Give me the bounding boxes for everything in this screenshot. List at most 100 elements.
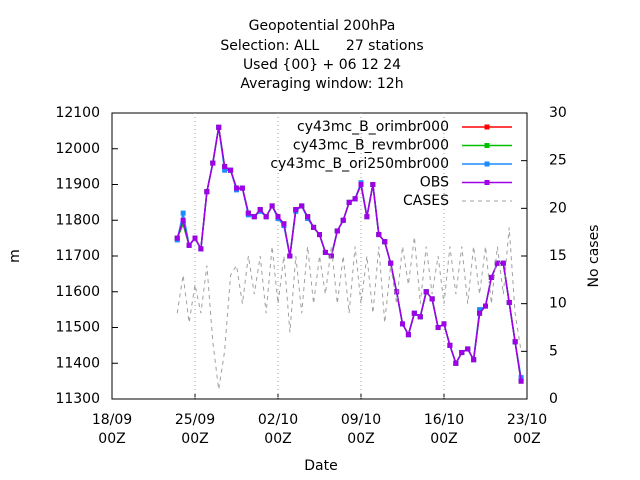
y2-tick-label: 25	[549, 153, 567, 169]
series-marker	[334, 228, 340, 234]
series-marker	[405, 332, 411, 338]
series-marker	[180, 217, 186, 223]
series-marker	[358, 182, 364, 187]
x-tick-label: 02/10 00Z	[258, 412, 298, 447]
y-axis-label: m	[7, 249, 23, 263]
y2-tick-label: 0	[549, 391, 558, 407]
series-marker	[198, 246, 204, 252]
title-line: Averaging window: 12h	[240, 76, 403, 92]
series-marker	[174, 235, 180, 241]
series-marker	[518, 378, 524, 384]
x-tick-label-line: 18/09	[92, 412, 132, 428]
series-marker	[346, 199, 352, 205]
y2-tick-label: 15	[549, 248, 567, 264]
x-tick-label-line: 00Z	[513, 431, 540, 447]
y-tick-label: 11900	[55, 177, 100, 193]
legend-marker	[484, 124, 490, 130]
series-marker	[186, 242, 192, 248]
series-marker	[453, 360, 459, 366]
series-marker	[180, 210, 186, 216]
series-marker	[411, 310, 417, 316]
series-marker	[328, 253, 334, 259]
y-tick-label: 11800	[55, 212, 100, 228]
series-marker	[192, 235, 198, 241]
y-tick-label: 12100	[55, 105, 100, 121]
x-tick-label-line: 00Z	[347, 431, 374, 447]
legend-marker	[484, 161, 490, 167]
series-marker	[506, 299, 512, 305]
legend-label: cy43mc_B_orimbr000	[297, 119, 449, 135]
series-marker	[494, 260, 500, 266]
series-marker	[281, 221, 287, 227]
series-marker	[352, 196, 358, 202]
y-tick-label: 11600	[55, 284, 100, 300]
series-marker	[210, 160, 216, 166]
series-marker	[477, 307, 483, 313]
y-tick-label: 11400	[55, 355, 100, 371]
series-marker	[263, 214, 269, 220]
legend-label: cy43mc_B_ori250mbr000	[270, 156, 449, 172]
y2-axis-label: No cases	[586, 225, 602, 288]
legend-marker	[484, 180, 490, 185]
series-marker	[234, 185, 239, 191]
series-marker	[376, 232, 382, 238]
x-tick-label-line: 00Z	[430, 431, 457, 447]
legend-label: cy43mc_B_revmbr000	[293, 138, 449, 154]
series-marker	[417, 314, 423, 320]
series-marker	[311, 224, 317, 230]
series-marker	[222, 164, 228, 170]
series-marker	[269, 203, 275, 209]
series-marker	[388, 260, 394, 266]
x-tick-label: 25/09 00Z	[175, 412, 215, 447]
x-tick-label: 16/10 00Z	[424, 412, 464, 447]
title-line: Geopotential 200hPa	[249, 18, 396, 34]
series-marker	[512, 339, 518, 345]
y-tick-label: 11300	[55, 391, 100, 407]
series-marker	[239, 185, 245, 191]
y-tick-label: 11700	[55, 248, 100, 264]
series-marker	[394, 289, 400, 295]
y2-tick-label: 20	[549, 200, 567, 216]
series-marker	[459, 350, 465, 356]
series-marker	[322, 249, 328, 255]
x-axis-label: Date	[304, 458, 337, 474]
x-tick-label-line: 09/10	[341, 412, 381, 428]
series-marker	[222, 167, 228, 173]
series-marker	[429, 296, 435, 302]
series-marker	[275, 214, 281, 220]
series-marker	[441, 321, 447, 327]
series-marker	[435, 325, 441, 330]
series-marker	[287, 253, 293, 259]
series-marker	[299, 203, 305, 209]
y2-tick-label: 10	[549, 296, 567, 312]
series-marker	[447, 342, 453, 348]
series-marker	[465, 346, 471, 352]
x-tick-label-line: 16/10	[424, 412, 464, 428]
legend-marker	[484, 143, 490, 148]
series-marker	[500, 260, 506, 266]
x-tick-label-line: 23/10	[507, 412, 547, 428]
series-marker	[257, 207, 263, 213]
series-marker	[251, 214, 257, 220]
series-marker	[317, 232, 322, 238]
x-tick-label: 18/09 00Z	[92, 412, 132, 447]
series-marker	[245, 210, 251, 216]
legend-label: CASES	[403, 193, 449, 209]
x-tick-label-line: 00Z	[181, 431, 208, 447]
x-tick-label-line: 00Z	[264, 431, 291, 447]
series-marker	[293, 207, 299, 213]
series-marker	[364, 214, 370, 220]
series-marker	[228, 167, 234, 173]
title-line: Selection: ALL 27 stations	[220, 38, 423, 54]
series-marker	[483, 303, 488, 309]
x-tick-label-line: 00Z	[98, 431, 125, 447]
y-tick-label: 11500	[55, 320, 100, 336]
series-marker	[204, 189, 210, 195]
series-marker	[477, 310, 483, 316]
series-marker	[180, 221, 186, 227]
y-tick-label: 12000	[55, 141, 100, 157]
series-marker	[400, 321, 405, 327]
series-marker	[471, 357, 477, 363]
x-tick-label-line: 02/10	[258, 412, 298, 428]
